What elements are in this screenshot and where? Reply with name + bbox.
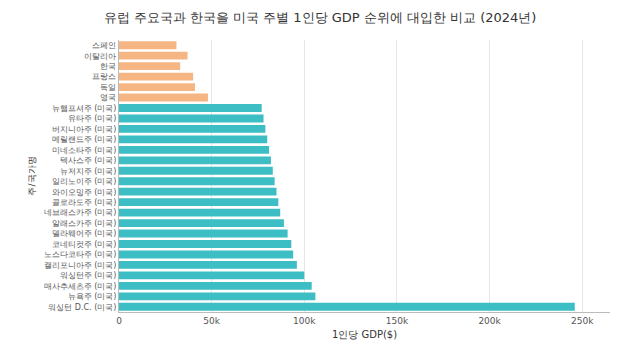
svg-text:네브래스카주 (미국): 네브래스카주 (미국) bbox=[44, 208, 117, 217]
svg-text:뉴저지주 (미국): 뉴저지주 (미국) bbox=[60, 167, 117, 176]
svg-text:메릴랜드주 (미국): 메릴랜드주 (미국) bbox=[52, 135, 117, 144]
svg-text:프랑스: 프랑스 bbox=[92, 72, 116, 81]
svg-text:워싱턴주 (미국): 워싱턴주 (미국) bbox=[60, 271, 117, 280]
svg-text:200k: 200k bbox=[478, 316, 501, 326]
svg-text:150k: 150k bbox=[386, 316, 409, 326]
svg-text:매사추세츠주 (미국): 매사추세츠주 (미국) bbox=[44, 282, 117, 291]
svg-text:버지니아주 (미국): 버지니아주 (미국) bbox=[52, 125, 117, 134]
svg-text:노스다코타주 (미국): 노스다코타주 (미국) bbox=[44, 250, 117, 259]
svg-text:일리노이주 (미국): 일리노이주 (미국) bbox=[52, 177, 117, 186]
svg-text:뉴햄프셔주 (미국): 뉴햄프셔주 (미국) bbox=[52, 104, 117, 113]
svg-text:알래스카주 (미국): 알래스카주 (미국) bbox=[52, 219, 117, 228]
svg-text:코네티컷주 (미국): 코네티컷주 (미국) bbox=[52, 240, 117, 249]
svg-text:1인당 GDP($): 1인당 GDP($) bbox=[332, 329, 397, 340]
svg-text:델라웨어주 (미국): 델라웨어주 (미국) bbox=[52, 229, 117, 238]
svg-text:250k: 250k bbox=[571, 316, 594, 326]
svg-text:0: 0 bbox=[116, 316, 122, 326]
svg-text:한국: 한국 bbox=[100, 62, 116, 71]
svg-text:미네소타주 (미국): 미네소타주 (미국) bbox=[52, 146, 117, 155]
svg-text:와이오밍주 (미국): 와이오밍주 (미국) bbox=[52, 187, 117, 196]
svg-text:100k: 100k bbox=[293, 316, 316, 326]
svg-text:영국: 영국 bbox=[100, 93, 116, 102]
svg-text:주/국가명: 주/국가명 bbox=[27, 156, 37, 195]
svg-text:유타주 (미국): 유타주 (미국) bbox=[68, 114, 117, 123]
svg-text:콜로라도주 (미국): 콜로라도주 (미국) bbox=[52, 198, 117, 207]
svg-text:이탈리아: 이탈리아 bbox=[84, 51, 116, 60]
svg-text:50k: 50k bbox=[203, 316, 220, 326]
svg-text:캘리포니아주 (미국): 캘리포니아주 (미국) bbox=[44, 261, 117, 270]
svg-text:유럽 주요국과 한국을 미국 주별 1인당 GDP 순위에: 유럽 주요국과 한국을 미국 주별 1인당 GDP 순위에 대입한 비교 (20… bbox=[104, 10, 537, 25]
svg-text:뉴욕주 (미국): 뉴욕주 (미국) bbox=[68, 292, 117, 301]
svg-text:텍사스주 (미국): 텍사스주 (미국) bbox=[60, 156, 117, 165]
svg-text:워싱턴 D.C. (미국): 워싱턴 D.C. (미국) bbox=[48, 303, 116, 312]
svg-text:독일: 독일 bbox=[100, 83, 116, 92]
svg-text:스페인: 스페인 bbox=[92, 41, 116, 50]
